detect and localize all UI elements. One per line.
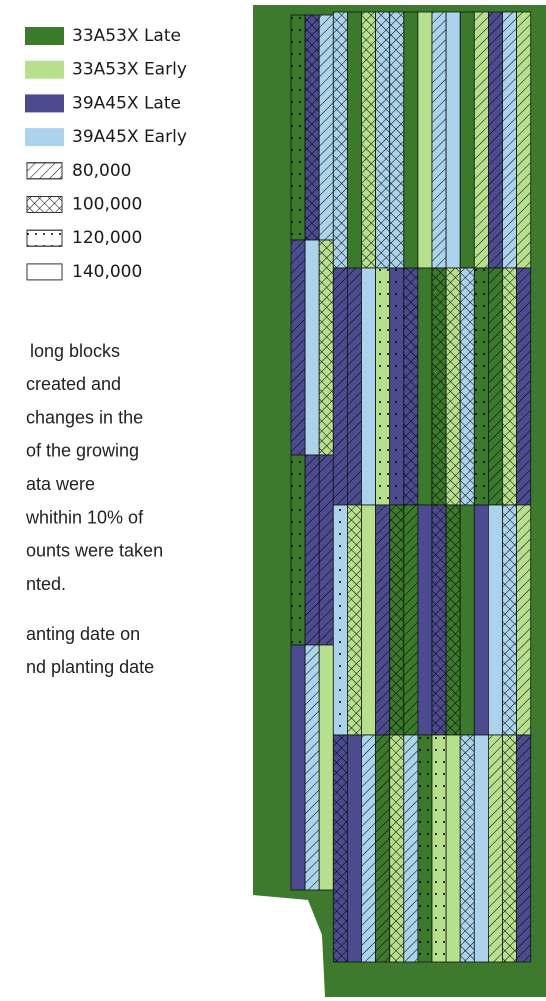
- text-line: long blocks: [30, 341, 120, 361]
- plot-pattern: [347, 505, 362, 735]
- field-plots: [290, 11, 532, 963]
- plot-pattern: [403, 735, 418, 962]
- plot-pattern: [333, 12, 348, 268]
- plot-pattern: [516, 505, 531, 735]
- text-line: changes in the: [26, 407, 143, 427]
- plot-pattern: [502, 12, 517, 268]
- plot-pattern: [319, 455, 334, 645]
- plot-pattern: [446, 505, 461, 735]
- legend-label: 33A53X Late: [72, 26, 181, 46]
- legend-swatch: [25, 60, 64, 79]
- plot-strip: [304, 239, 320, 456]
- text-line: ata were: [26, 474, 95, 494]
- plot-pattern: [502, 505, 517, 735]
- plot-pattern: [347, 268, 362, 505]
- plot-pattern: [291, 15, 306, 240]
- plot-pattern: [361, 735, 376, 962]
- plot-pattern: [516, 12, 531, 268]
- legend-label: 120,000: [72, 228, 142, 248]
- legend-pattern: [26, 229, 63, 247]
- plot-pattern: [319, 240, 334, 455]
- plot-pattern: [319, 15, 334, 240]
- legend-label: 100,000: [72, 195, 142, 215]
- plot-pattern: [305, 15, 320, 240]
- legend-swatch: [25, 94, 64, 113]
- plot-strip: [417, 504, 433, 736]
- plot-pattern: [488, 268, 503, 505]
- plot-strip: [417, 267, 433, 506]
- plot-strip: [403, 11, 419, 269]
- legend-pattern: [26, 196, 63, 213]
- legend-pattern: [26, 162, 63, 180]
- plot-pattern: [516, 735, 531, 962]
- plot-pattern: [333, 735, 348, 962]
- plot-pattern: [432, 505, 447, 735]
- plot-pattern: [417, 735, 432, 962]
- text-line: anting date on: [26, 624, 140, 644]
- text-line: ounts were taken: [26, 541, 163, 561]
- plot-pattern: [488, 12, 503, 268]
- plot-strip: [361, 504, 377, 736]
- legend-swatch: [25, 128, 64, 147]
- legend-label: 39A45X Early: [72, 127, 187, 147]
- legend-label: 80,000: [72, 161, 131, 181]
- description: long blocks created and changes in the of t…: [25, 341, 163, 677]
- legend-label: 140,000: [72, 262, 142, 282]
- text-line: of the growing: [26, 441, 139, 461]
- legend-swatch: [25, 27, 64, 45]
- plot-pattern: [432, 735, 447, 962]
- plot-strip: [290, 644, 306, 891]
- plot-pattern: [291, 455, 306, 645]
- plot-strip: [459, 11, 475, 269]
- plot-strip: [487, 504, 503, 736]
- plot-pattern: [291, 240, 306, 455]
- plot-strip: [473, 734, 489, 963]
- plot-pattern: [516, 268, 531, 505]
- plot-pattern: [403, 505, 418, 735]
- plot-strip: [346, 734, 362, 963]
- text-line: nd planting date: [26, 657, 154, 677]
- plot-pattern: [474, 268, 489, 505]
- legend-swatch: [26, 263, 63, 281]
- plot-pattern: [389, 12, 404, 268]
- plot-pattern: [432, 268, 447, 505]
- plot-pattern: [389, 505, 404, 735]
- plot-pattern: [446, 268, 461, 505]
- plot-pattern: [474, 12, 489, 268]
- text-line: nted.: [26, 574, 66, 594]
- plot-strip: [417, 11, 433, 269]
- text-line: whithin 10% of: [25, 507, 144, 527]
- legend-label: 33A53X Early: [72, 60, 187, 80]
- legend-label: 39A45X Late: [72, 93, 181, 113]
- plot-strip: [318, 644, 334, 891]
- plot-pattern: [460, 735, 475, 962]
- plot-strip: [346, 11, 362, 269]
- plot-pattern: [403, 268, 418, 505]
- plot-pattern: [333, 268, 348, 505]
- plot-pattern: [375, 12, 390, 268]
- plot-strip: [459, 504, 475, 736]
- legend: 33A53X Late 33A53X Early 39A45X Late 39A45X…: [25, 26, 187, 282]
- plot-pattern: [432, 12, 447, 268]
- plot-pattern: [333, 505, 348, 735]
- plot-pattern: [375, 735, 390, 962]
- plot-strip: [361, 267, 377, 506]
- plot-pattern: [389, 268, 404, 505]
- plot-pattern: [361, 12, 376, 268]
- plot-pattern: [375, 268, 390, 505]
- plot-pattern: [502, 735, 517, 962]
- plot-pattern: [502, 268, 517, 505]
- plot-pattern: [305, 645, 320, 890]
- plot-strip: [473, 504, 489, 736]
- plot-pattern: [488, 735, 503, 962]
- plot-pattern: [375, 505, 390, 735]
- plot-strip: [445, 11, 461, 269]
- text-line: created and: [26, 374, 121, 394]
- plot-pattern: [305, 455, 320, 645]
- plot-strip: [445, 734, 461, 963]
- plot-pattern: [389, 735, 404, 962]
- plot-pattern: [460, 268, 475, 505]
